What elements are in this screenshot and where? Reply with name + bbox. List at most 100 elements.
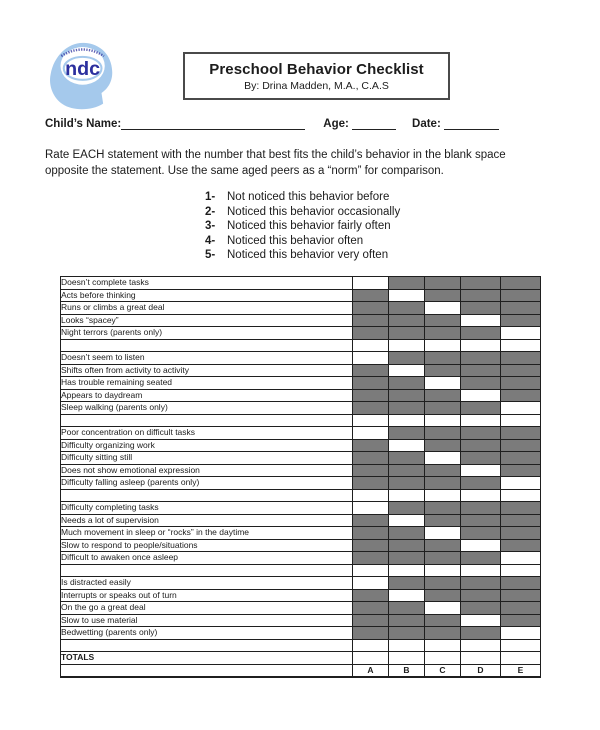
shaded-cell xyxy=(460,401,501,415)
rating-blank-cell-A[interactable] xyxy=(352,576,389,590)
spacer-row xyxy=(60,563,541,577)
age-label: Age: xyxy=(323,118,349,130)
statement-label: Slow to use material xyxy=(60,613,353,627)
statement-label: Interrupts or speaks out of turn xyxy=(60,588,353,602)
shaded-cell xyxy=(388,613,425,627)
rating-blank-cell-D[interactable] xyxy=(460,463,501,477)
rating-blank-cell-A[interactable] xyxy=(352,276,389,290)
spacer-cell-A xyxy=(352,638,389,652)
rating-scale-label: Not noticed this behavior before xyxy=(227,191,390,203)
rating-blank-cell-D[interactable] xyxy=(460,613,501,627)
rating-blank-cell-E[interactable] xyxy=(500,326,541,340)
shaded-cell xyxy=(460,626,501,640)
statement-row: Interrupts or speaks out of turn xyxy=(60,588,541,602)
rating-blank-cell-D[interactable] xyxy=(460,388,501,402)
shaded-cell xyxy=(460,526,501,540)
shaded-cell xyxy=(352,476,389,490)
statement-row: Difficulty completing tasks xyxy=(60,501,541,515)
total-cell-E[interactable] xyxy=(500,651,541,665)
date-label: Date: xyxy=(412,118,441,130)
statement-label: Needs a lot of supervision xyxy=(60,513,353,527)
shaded-cell xyxy=(352,538,389,552)
shaded-cell xyxy=(388,313,425,327)
rating-blank-cell-A[interactable] xyxy=(352,426,389,440)
statement-label: Runs or climbs a great deal xyxy=(60,301,353,315)
total-cell-B[interactable] xyxy=(388,651,425,665)
spacer-cell-D xyxy=(460,638,501,652)
child-name-field[interactable] xyxy=(121,116,306,130)
shaded-cell xyxy=(500,451,541,465)
rating-blank-cell-A[interactable] xyxy=(352,351,389,365)
shaded-cell xyxy=(500,351,541,365)
shaded-cell xyxy=(388,501,425,515)
rating-blank-cell-B[interactable] xyxy=(388,588,425,602)
shaded-cell xyxy=(424,276,461,290)
document-title: Preschool Behavior Checklist xyxy=(209,60,424,78)
shaded-cell xyxy=(388,476,425,490)
rating-blank-cell-E[interactable] xyxy=(500,626,541,640)
shaded-cell xyxy=(500,276,541,290)
shaded-cell xyxy=(388,426,425,440)
total-cell-C[interactable] xyxy=(424,651,461,665)
rating-blank-cell-C[interactable] xyxy=(424,526,461,540)
shaded-cell xyxy=(500,363,541,377)
shaded-cell xyxy=(352,463,389,477)
shaded-cell xyxy=(424,576,461,590)
rating-blank-cell-B[interactable] xyxy=(388,363,425,377)
rating-blank-cell-B[interactable] xyxy=(388,513,425,527)
date-field[interactable] xyxy=(444,116,499,130)
spacer-row xyxy=(60,338,541,352)
rating-blank-cell-C[interactable] xyxy=(424,376,461,390)
spacer-cell-E xyxy=(500,563,541,577)
statement-label: On the go a great deal xyxy=(60,601,353,615)
rating-blank-cell-E[interactable] xyxy=(500,476,541,490)
shaded-cell xyxy=(460,513,501,527)
rating-blank-cell-B[interactable] xyxy=(388,438,425,452)
spacer-label-cell xyxy=(60,338,353,352)
spacer-cell-A xyxy=(352,563,389,577)
shaded-cell xyxy=(500,376,541,390)
rating-blank-cell-D[interactable] xyxy=(460,313,501,327)
column-letter-A: A xyxy=(352,663,389,678)
shaded-cell xyxy=(424,613,461,627)
totals-row: TOTALS xyxy=(60,651,541,665)
shaded-cell xyxy=(352,326,389,340)
info-row: Child’s Name: Age: Date: xyxy=(45,116,499,130)
rating-blank-cell-E[interactable] xyxy=(500,551,541,565)
shaded-cell xyxy=(352,451,389,465)
shaded-cell xyxy=(424,626,461,640)
shaded-cell xyxy=(424,551,461,565)
statement-label: Has trouble remaining seated xyxy=(60,376,353,390)
total-cell-D[interactable] xyxy=(460,651,501,665)
rating-blank-cell-C[interactable] xyxy=(424,451,461,465)
instructions-line1: Rate EACH statement with the number that… xyxy=(45,149,506,161)
rating-blank-cell-D[interactable] xyxy=(460,538,501,552)
statement-row: Doesn’t seem to listen xyxy=(60,351,541,365)
rating-scale-number: 4- xyxy=(205,234,216,247)
age-field[interactable] xyxy=(352,116,397,130)
spacer-label-cell xyxy=(60,413,353,427)
statement-row: Bedwetting (parents only) xyxy=(60,626,541,640)
shaded-cell xyxy=(424,476,461,490)
rating-blank-cell-C[interactable] xyxy=(424,601,461,615)
spacer-cell-B xyxy=(388,638,425,652)
shaded-cell xyxy=(352,313,389,327)
shaded-cell xyxy=(352,613,389,627)
rating-blank-cell-B[interactable] xyxy=(388,288,425,302)
shaded-cell xyxy=(424,401,461,415)
shaded-cell xyxy=(352,588,389,602)
rating-blank-cell-A[interactable] xyxy=(352,501,389,515)
shaded-cell xyxy=(388,326,425,340)
statement-label: Looks “spacey” xyxy=(60,313,353,327)
shaded-cell xyxy=(388,351,425,365)
rating-blank-cell-E[interactable] xyxy=(500,401,541,415)
total-cell-A[interactable] xyxy=(352,651,389,665)
shaded-cell xyxy=(460,588,501,602)
rating-blank-cell-C[interactable] xyxy=(424,301,461,315)
shaded-cell xyxy=(424,426,461,440)
statement-row: Looks “spacey” xyxy=(60,313,541,327)
shaded-cell xyxy=(460,576,501,590)
column-letter-C: C xyxy=(424,663,461,678)
spacer-cell-D xyxy=(460,413,501,427)
spacer-row xyxy=(60,488,541,502)
